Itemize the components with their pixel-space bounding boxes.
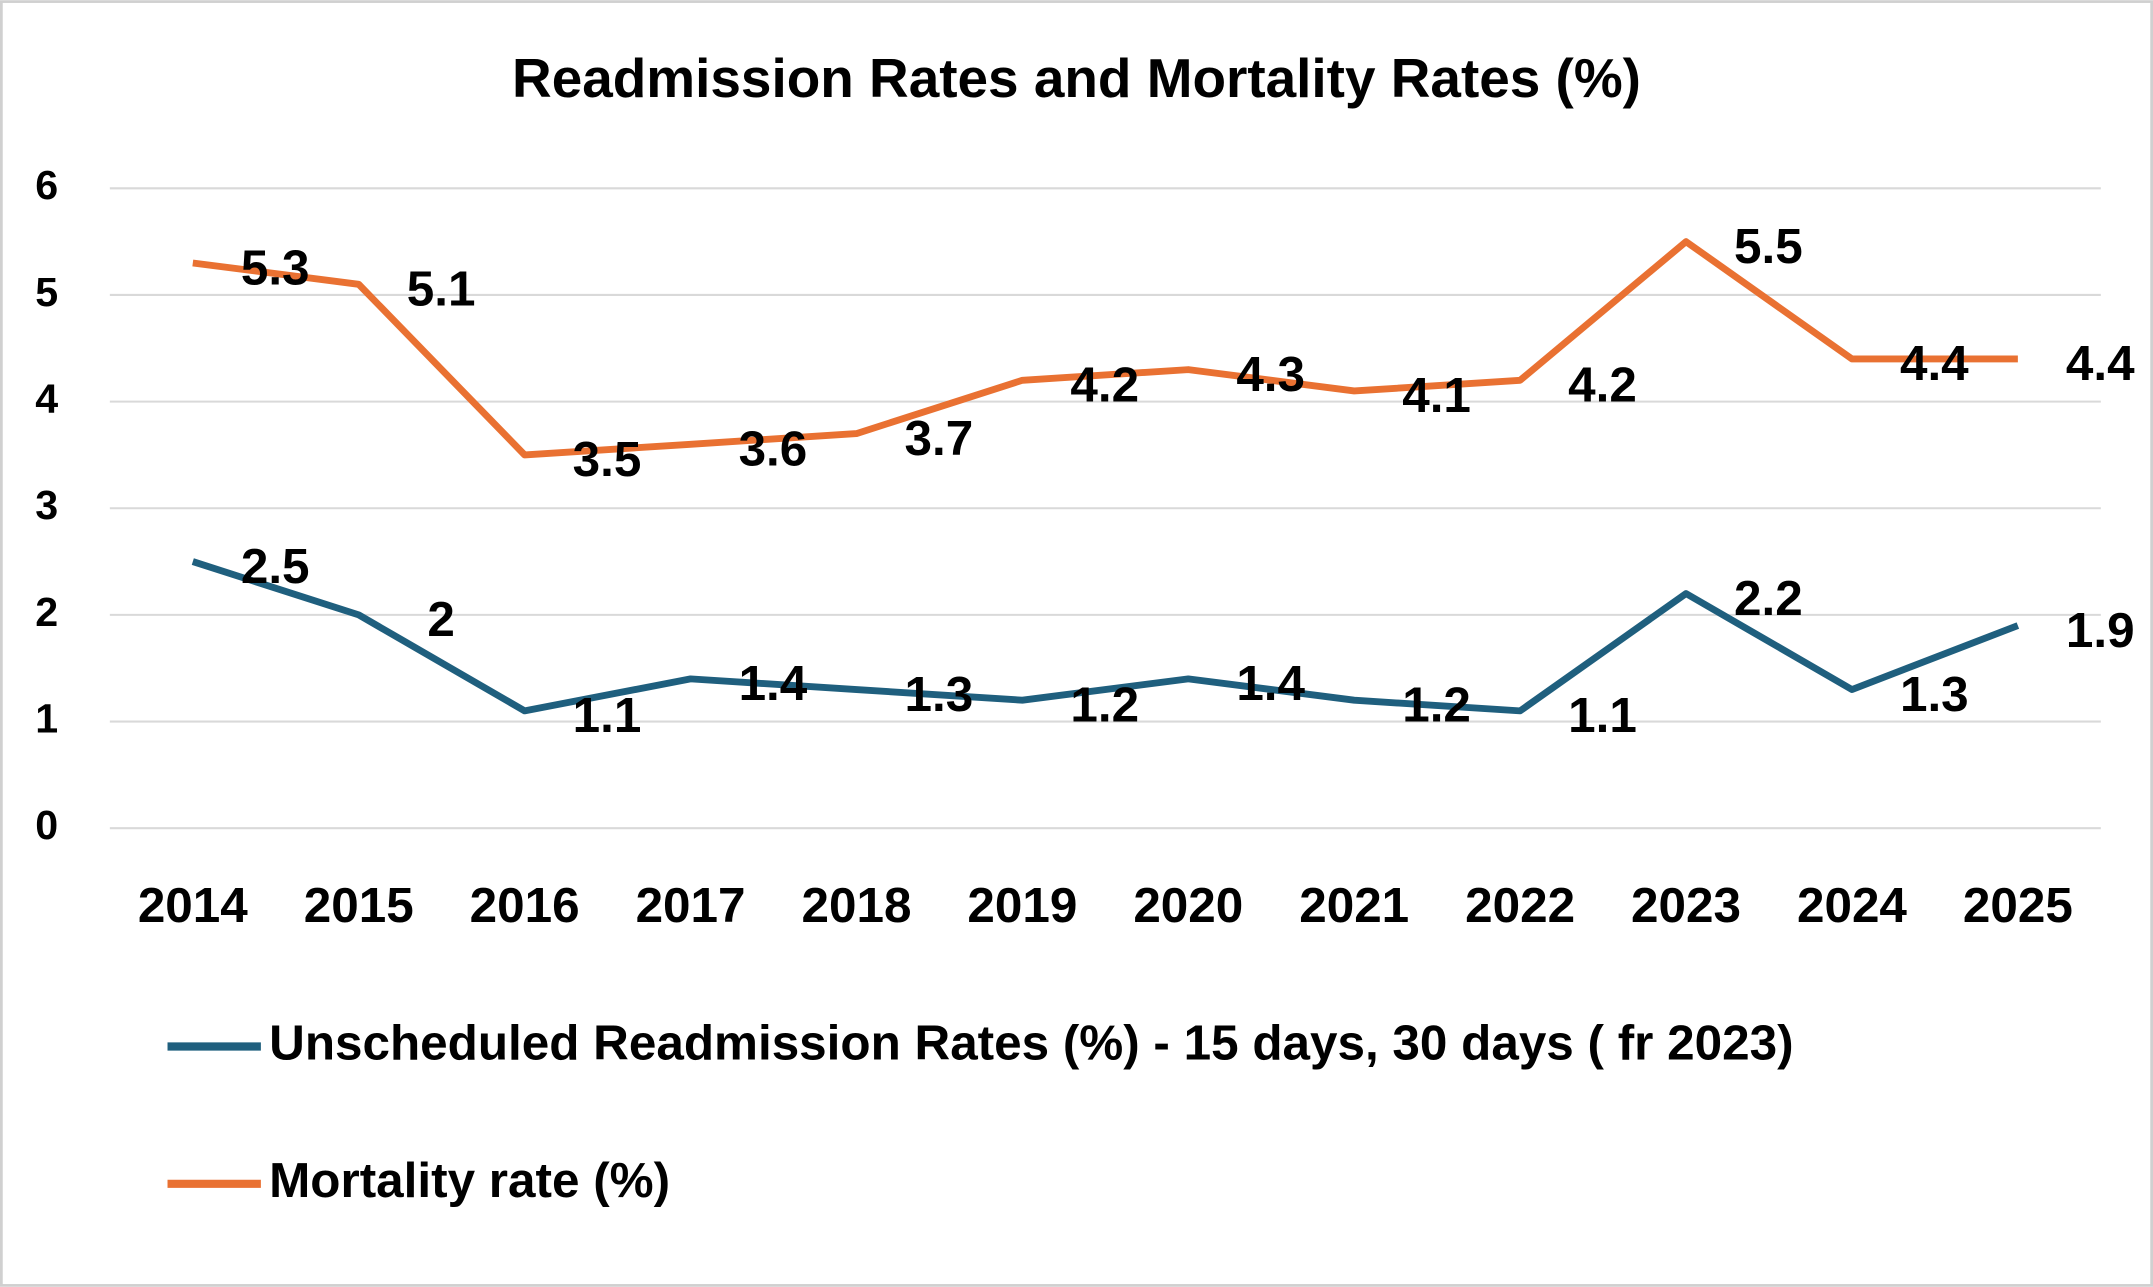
- data-label: 2.2: [1734, 571, 1803, 626]
- data-label: 2.5: [241, 539, 310, 594]
- y-tick-label: 1: [35, 695, 58, 741]
- series-line: [191, 558, 2020, 715]
- data-label: 4.2: [1568, 358, 1637, 413]
- data-label: 3.6: [739, 422, 808, 477]
- x-tick-label: 2015: [304, 878, 414, 933]
- x-tick-label: 2014: [138, 878, 248, 933]
- y-tick-label: 0: [35, 802, 58, 848]
- data-label: 4.1: [1402, 368, 1471, 423]
- data-label: 1.3: [1900, 667, 1969, 722]
- x-tick-label: 2023: [1631, 878, 1741, 933]
- x-tick-label: 2016: [470, 878, 580, 933]
- data-label: 5.5: [1734, 219, 1803, 274]
- x-tick-label: 2019: [967, 878, 1077, 933]
- data-label: 4.4: [2066, 336, 2135, 391]
- data-label: 3.5: [573, 432, 642, 487]
- x-tick-label: 2025: [1963, 878, 2073, 933]
- data-label: 2: [427, 592, 455, 647]
- legend-label: Mortality rate (%): [269, 1153, 670, 1208]
- y-tick-label: 2: [35, 589, 58, 635]
- series-line: [192, 238, 2018, 459]
- data-label: 1.2: [1070, 678, 1139, 733]
- data-label: 3.7: [904, 411, 973, 466]
- data-label: 4.3: [1236, 347, 1305, 402]
- data-label: 1.9: [2066, 603, 2135, 658]
- x-tick-label: 2020: [1133, 878, 1243, 933]
- x-tick-label: 2022: [1465, 878, 1575, 933]
- y-tick-label: 6: [35, 162, 58, 208]
- chart-title: Readmission Rates and Mortality Rates (%…: [512, 47, 1641, 109]
- data-label: 1.1: [573, 688, 642, 743]
- data-label: 1.4: [1236, 656, 1305, 711]
- data-label: 5.3: [241, 240, 310, 295]
- legend-label: Unscheduled Readmission Rates (%) - 15 d…: [269, 1016, 1793, 1071]
- data-label: 1.4: [739, 656, 808, 711]
- x-tick-label: 2024: [1797, 878, 1907, 933]
- y-tick-label: 5: [35, 269, 58, 315]
- y-tick-label: 3: [35, 482, 58, 528]
- x-tick-label: 2017: [636, 878, 746, 933]
- y-tick-label: 4: [35, 375, 58, 421]
- data-label: 4.2: [1070, 358, 1139, 413]
- data-label: 1.3: [904, 667, 973, 722]
- data-label: 4.4: [1900, 336, 1969, 391]
- data-label: 1.1: [1568, 688, 1637, 743]
- data-label: 5.1: [407, 262, 476, 317]
- x-tick-label: 2021: [1299, 878, 1409, 933]
- x-tick-label: 2018: [801, 878, 911, 933]
- data-label: 1.2: [1402, 678, 1471, 733]
